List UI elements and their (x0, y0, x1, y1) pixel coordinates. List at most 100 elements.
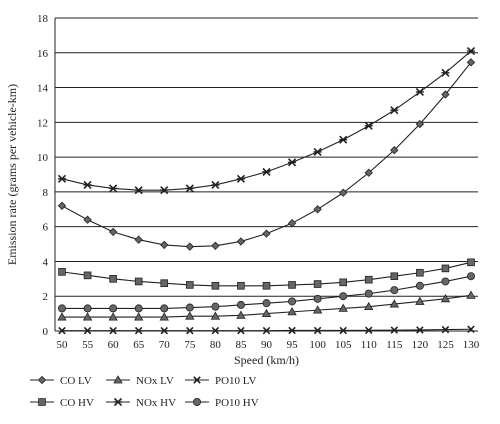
data-point-po10-lv (186, 326, 194, 335)
data-point-po10-lv (262, 326, 271, 335)
x-tick-label: 130 (463, 339, 480, 351)
x-tick-label: 95 (287, 339, 299, 351)
legend-item-nox-hv: NOx HV (106, 397, 176, 409)
legend-marker (192, 397, 201, 406)
data-point-co-lv (83, 215, 92, 224)
data-point-nox-lv (440, 294, 451, 303)
data-point-nox-hv (211, 180, 220, 189)
series-po10-lv (58, 325, 475, 335)
legend-marker (113, 397, 123, 407)
x-tick-label: 120 (412, 339, 429, 351)
data-point-po10-lv (288, 326, 296, 335)
data-point-co-hv (441, 264, 450, 273)
data-point-nox-lv (287, 307, 297, 316)
data-point-co-hv (58, 268, 66, 276)
data-point-po10-hv (390, 286, 399, 295)
data-point-co-hv (262, 281, 271, 290)
data-point-nox-hv (185, 184, 194, 193)
data-point-nox-lv (159, 312, 169, 321)
data-point-co-lv (441, 90, 450, 99)
x-tick-label: 100 (309, 339, 326, 351)
x-tick-label: 110 (361, 339, 378, 351)
data-point-co-lv (466, 58, 476, 67)
x-stroke-b (186, 326, 194, 335)
data-point-co-hv (467, 258, 475, 267)
series-line-co-lv (61, 61, 472, 248)
legend-item-po10-hv: PO10 HV (185, 397, 259, 409)
y-tick-label: 6 (43, 222, 49, 234)
legend-item-po10-lv: PO10 LV (185, 375, 257, 387)
x-stroke-b (364, 326, 373, 335)
data-point-co-hv (186, 281, 194, 289)
x-tick-label: 55 (82, 339, 94, 351)
y-tick-label: 4 (43, 256, 49, 268)
legend-marker (113, 375, 123, 384)
data-point-nox-lv (108, 312, 118, 321)
data-point-co-lv (287, 219, 297, 228)
data-point-nox-hv (57, 174, 67, 183)
y-tick-label: 2 (43, 291, 49, 303)
data-point-po10-lv (390, 326, 399, 334)
legend-label: CO LV (60, 375, 92, 387)
data-point-nox-hv (441, 68, 450, 77)
data-point-po10-hv (441, 277, 450, 286)
data-point-po10-hv (466, 272, 475, 281)
data-point-co-hv (390, 272, 399, 281)
data-point-po10-lv (467, 325, 475, 334)
data-point-nox-hv (262, 167, 271, 176)
data-point-po10-lv (237, 326, 245, 335)
data-point-co-hv (134, 277, 143, 286)
series-nox-hv (57, 46, 476, 195)
data-point-po10-lv (441, 325, 450, 334)
data-point-po10-lv (339, 326, 347, 335)
x-tick-label: 60 (108, 339, 120, 351)
x-stroke-b (237, 326, 245, 335)
data-point-nox-hv (364, 121, 373, 130)
data-point-po10-lv (313, 326, 322, 335)
x-tick-label: 125 (437, 339, 454, 351)
data-point-co-lv (364, 168, 373, 177)
x-axis-title: Speed (km/h) (234, 353, 299, 367)
data-point-co-hv (211, 281, 220, 290)
x-stroke-b (262, 326, 271, 335)
y-tick-label: 12 (37, 117, 48, 129)
x-stroke-b (211, 326, 220, 335)
x-stroke-b (390, 326, 399, 334)
y-tick-label: 10 (37, 152, 49, 164)
data-point-co-lv (390, 145, 399, 155)
data-point-po10-hv (83, 304, 92, 313)
x-stroke-b (58, 326, 66, 335)
series-line-nox-hv (61, 50, 472, 191)
data-point-nox-lv (389, 299, 400, 308)
data-point-nox-hv (134, 186, 143, 195)
legend-label: NOx LV (136, 375, 174, 387)
data-point-co-lv (339, 188, 348, 197)
data-point-nox-lv (133, 312, 144, 321)
data-point-co-lv (185, 242, 194, 251)
series-nox-lv (57, 290, 476, 321)
x-stroke-b (441, 325, 450, 334)
data-point-co-hv (313, 280, 322, 288)
legend-item-co-hv: CO HV (30, 397, 94, 409)
series-co-lv (57, 58, 476, 251)
data-point-co-hv (339, 278, 347, 287)
x-stroke-b (83, 326, 92, 335)
data-point-po10-lv (364, 326, 373, 335)
x-tick-label: 75 (184, 339, 196, 351)
data-point-po10-lv (160, 326, 169, 335)
data-point-nox-lv (236, 310, 246, 319)
data-point-nox-lv (312, 305, 323, 314)
data-point-nox-lv (338, 303, 348, 312)
data-point-po10-lv (83, 326, 92, 335)
data-point-po10-lv (211, 326, 220, 335)
data-point-co-hv (160, 279, 169, 287)
data-point-po10-hv (262, 299, 271, 308)
x-stroke-b (339, 326, 347, 335)
data-point-nox-lv (57, 312, 67, 321)
x-stroke-b (288, 326, 296, 335)
data-point-co-lv (108, 227, 118, 237)
y-tick-label: 16 (37, 48, 49, 60)
x-stroke-b (193, 376, 201, 384)
x-stroke-b (160, 326, 169, 335)
